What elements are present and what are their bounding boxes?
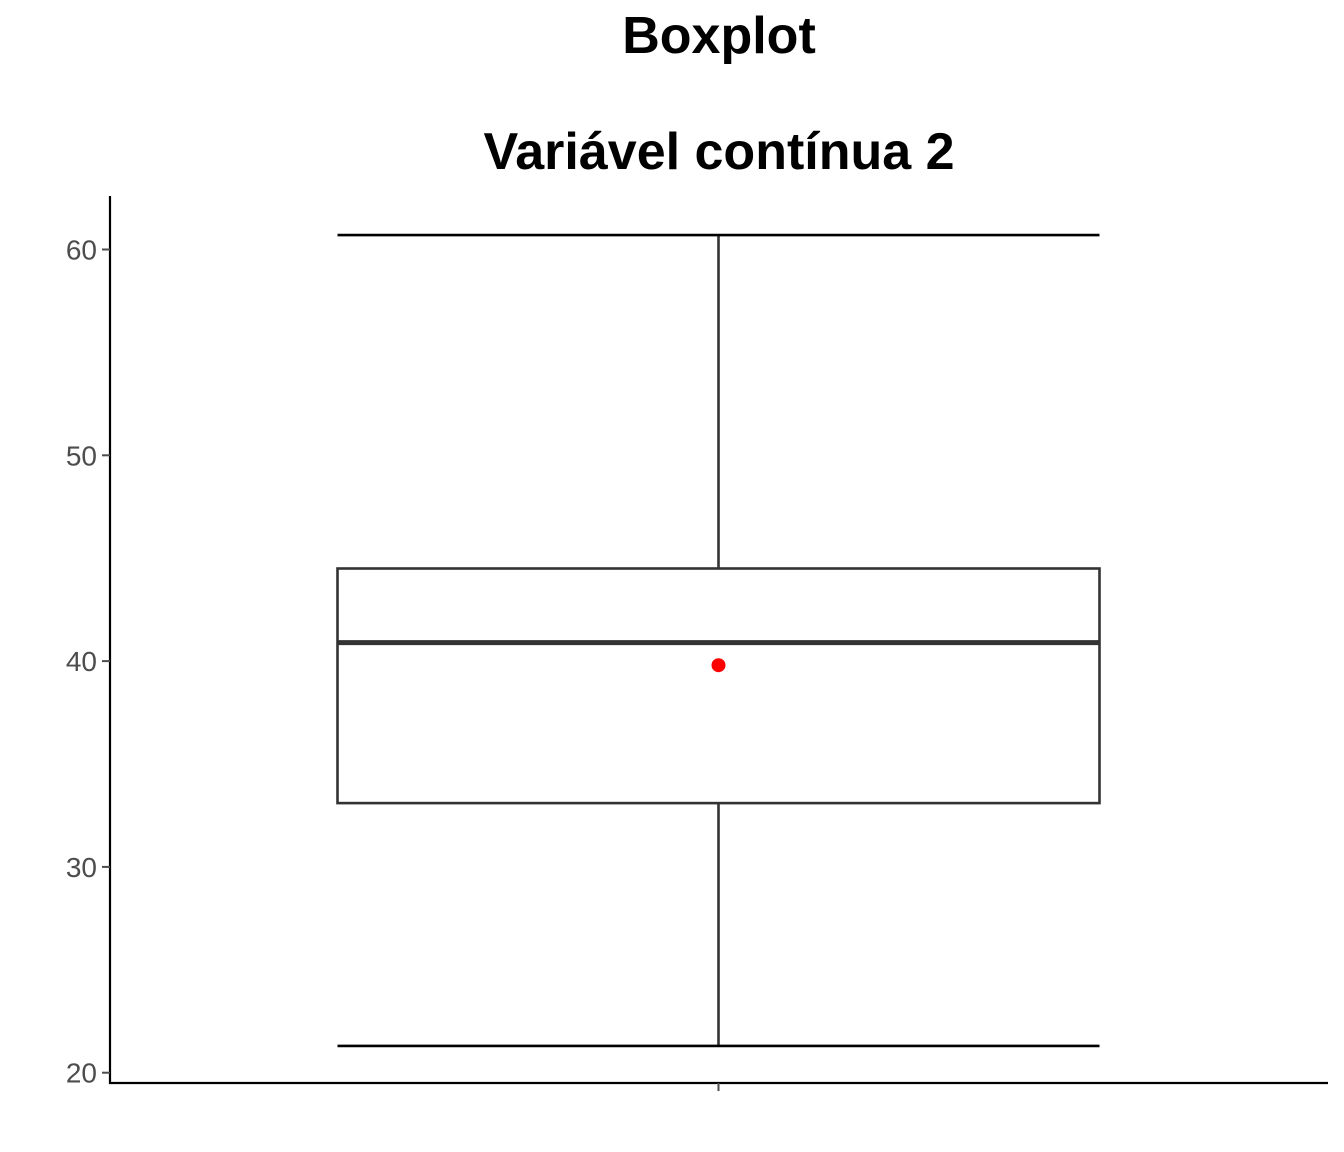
axes: 20 30 40 50 60 (66, 196, 1328, 1091)
y-tick-label: 60 (66, 235, 97, 266)
chart-title: Boxplot (622, 7, 816, 65)
y-tick-label: 50 (66, 440, 97, 471)
mean-point (711, 658, 726, 673)
iqr-box (336, 567, 1101, 805)
y-tick-label: 40 (66, 646, 97, 677)
chart-subtitle: Variável contínua 2 (483, 123, 955, 181)
boxplot (336, 233, 1101, 1048)
y-tick-label: 20 (66, 1058, 97, 1089)
y-tick-label: 30 (66, 852, 97, 883)
